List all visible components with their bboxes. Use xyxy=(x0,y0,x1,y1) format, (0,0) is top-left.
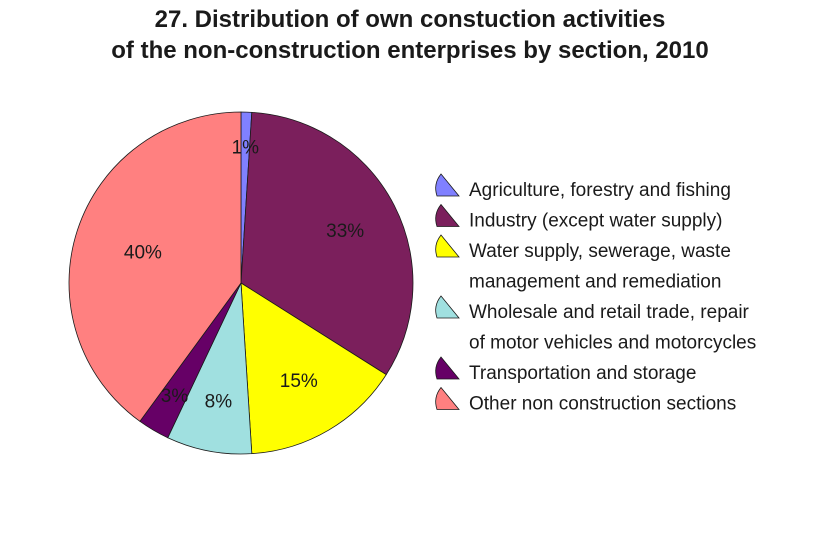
legend-label-water-supply-sewerage-waste-line-2: management and remediation xyxy=(469,272,721,293)
pie-label-industry-except-water-supply: 33% xyxy=(326,221,364,242)
legend: Agriculture, forestry and fishing Industr… xyxy=(435,173,756,415)
legend-swatch-wholesale-and-retail-trade-repair xyxy=(435,295,460,319)
legend-label-agriculture-forestry-and-fishing: Agriculture, forestry and fishing xyxy=(469,180,731,201)
legend-swatch-water-supply-sewerage-waste xyxy=(435,234,460,258)
legend-label-transportation-and-storage: Transportation and storage xyxy=(469,363,696,384)
legend-swatch-other-non-construction-sections xyxy=(435,386,460,410)
legend-swatch-agriculture-forestry-and-fishing xyxy=(435,173,460,197)
pie-label-transportation-and-storage: 3% xyxy=(161,386,189,407)
legend-label-water-supply-sewerage-waste: Water supply, sewerage, waste xyxy=(469,241,731,262)
legend-label-other-non-construction-sections: Other non construction sections xyxy=(469,394,736,415)
pie-label-water-supply-sewerage-waste: 15% xyxy=(280,371,318,392)
chart-title-line-2: of the non-construction enterprises by s… xyxy=(111,37,709,64)
legend-swatch-transportation-and-storage xyxy=(435,356,460,380)
pie-slice-other-non-construction-sections xyxy=(68,111,242,422)
legend-label-wholesale-and-retail-trade-repair: Wholesale and retail trade, repair xyxy=(469,302,750,323)
chart-title: 27. Distribution of own constuction acti… xyxy=(0,4,820,66)
legend-label-industry-except-water-supply: Industry (except water supply) xyxy=(469,211,722,232)
pie-label-wholesale-and-retail-trade-repair: 8% xyxy=(205,392,233,413)
legend-swatch-industry-except-water-supply xyxy=(435,203,460,227)
chart-title-line-1: 27. Distribution of own constuction acti… xyxy=(154,6,666,33)
legend-label-wholesale-and-retail-trade-repair-line-2: of motor vehicles and motorcycles xyxy=(469,333,756,354)
pie-slices xyxy=(68,111,414,455)
pie-label-other-non-construction-sections: 40% xyxy=(124,242,162,263)
pie-labels: 1% 33% 15% 8% 3% 40% xyxy=(124,137,364,412)
pie-slice-water-supply-sewerage-waste xyxy=(240,282,387,455)
pie-slice-industry-except-water-supply xyxy=(240,111,414,376)
pie-label-agriculture-forestry-and-fishing: 1% xyxy=(232,137,260,158)
